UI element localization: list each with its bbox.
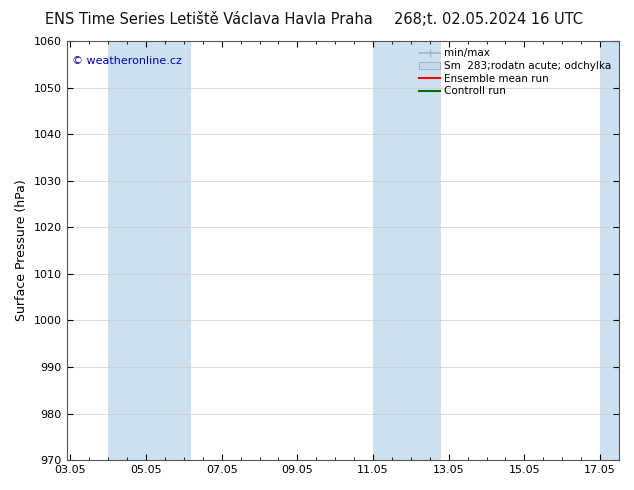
Bar (373, 41, 441, 460)
Text: 268;t. 02.05.2024 16 UTC: 268;t. 02.05.2024 16 UTC (394, 12, 583, 27)
Bar (600, 41, 619, 460)
Bar (108, 41, 191, 460)
Text: ENS Time Series Letiště Václava Havla Praha: ENS Time Series Letiště Václava Havla Pr… (46, 12, 373, 27)
Y-axis label: Surface Pressure (hPa): Surface Pressure (hPa) (15, 180, 28, 321)
Legend: min/max, Sm  283;rodatn acute; odchylka, Ensemble mean run, Controll run: min/max, Sm 283;rodatn acute; odchylka, … (417, 46, 614, 98)
Text: © weatheronline.cz: © weatheronline.cz (72, 56, 182, 66)
